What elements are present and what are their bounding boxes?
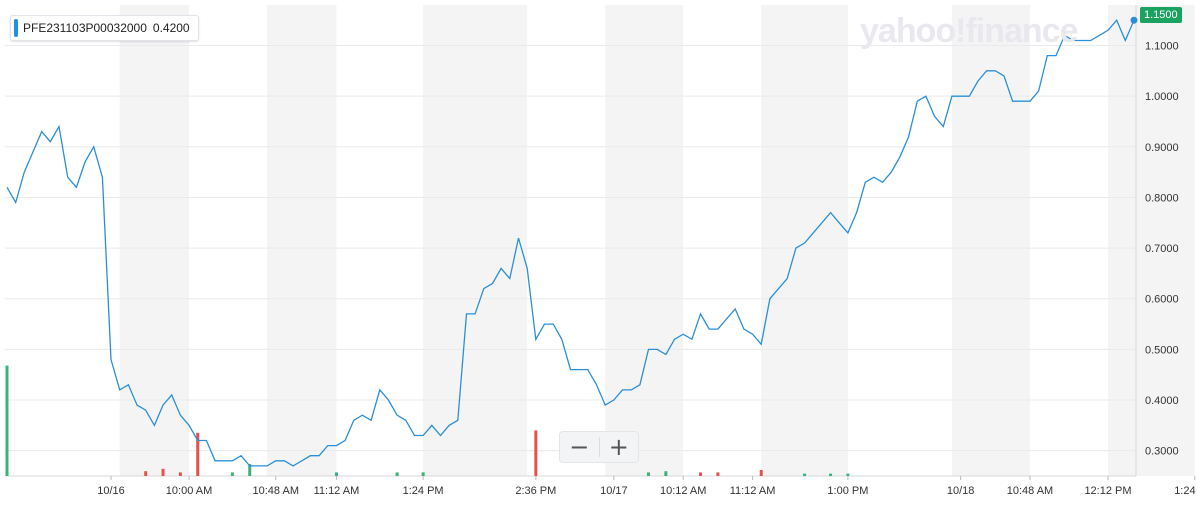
volume-bar: [829, 473, 833, 476]
x-tick-label: 10/16: [97, 485, 125, 497]
volume-bar: [178, 472, 182, 476]
volume-bar: [647, 472, 651, 476]
legend-value: 0.4200: [152, 21, 190, 35]
session-band: [423, 5, 528, 476]
x-tick-label: 10/17: [600, 485, 628, 497]
volume-bar: [803, 473, 807, 476]
volume-bar: [230, 472, 234, 476]
legend-symbol: PFE231103P00032000: [23, 21, 147, 35]
session-band: [267, 5, 337, 476]
x-tick-label: 10:12 AM: [660, 485, 706, 497]
legend-ticker[interactable]: PFE231103P00032000 0.4200: [10, 15, 199, 41]
volume-bar: [664, 471, 668, 476]
volume-bar: [716, 472, 720, 476]
volume-bar: [534, 430, 538, 476]
session-band: [119, 5, 190, 476]
zoom-out-button[interactable]: −: [560, 432, 599, 462]
y-tick-label: 0.3000: [1145, 446, 1179, 458]
session-band: [605, 5, 684, 476]
price-line: [6, 18, 1135, 467]
zoom-divider: [598, 437, 600, 457]
x-tick-label: 2:36 PM: [515, 485, 556, 497]
volume-bar: [196, 432, 200, 476]
y-tick-label: 1.0000: [1145, 91, 1179, 103]
x-tick-label: 11:12 AM: [314, 485, 360, 497]
volume-bar: [846, 473, 850, 476]
x-tick-label: 1:24 PM: [403, 485, 444, 497]
y-tick-label: 0.9000: [1145, 142, 1179, 154]
volume-bar: [144, 471, 148, 476]
volume-bar: [334, 472, 338, 476]
y-tick-label: 0.7000: [1145, 243, 1179, 255]
volume-bar: [421, 472, 425, 476]
volume-bar: [5, 365, 9, 476]
x-tick-label: 10:48 AM: [1007, 485, 1053, 497]
session-band: [951, 5, 1030, 476]
zoom-controls: − +: [559, 431, 639, 463]
volume-bar: [699, 472, 703, 476]
x-tick-label: 1:00 PM: [827, 485, 868, 497]
x-tick-label: 10/18: [947, 485, 975, 497]
session-band: [1107, 5, 1195, 476]
x-tick-label: 10:00 AM: [166, 485, 212, 497]
y-tick-label: 0.8000: [1145, 192, 1179, 204]
x-tick-label: 11:12 AM: [730, 485, 776, 497]
x-tick-label: 12:12 PM: [1084, 485, 1131, 497]
zoom-in-button[interactable]: +: [600, 432, 639, 462]
x-tick-label: 10:48 AM: [253, 485, 299, 497]
current-price-tag: 1.1500: [1140, 7, 1182, 23]
volume-bar: [248, 464, 252, 476]
y-tick-label: 0.5000: [1145, 344, 1179, 356]
yahoo-finance-logo: yahoo!finance: [860, 12, 1078, 50]
volume-bar: [161, 468, 165, 476]
volume-bar: [759, 470, 763, 476]
y-tick-label: 0.4000: [1145, 395, 1179, 407]
y-tick-label: 0.6000: [1145, 294, 1179, 306]
x-tick-label: 1:24 PM: [1174, 485, 1197, 497]
y-tick-label: 1.1000: [1145, 41, 1179, 53]
session-band: [761, 5, 848, 476]
series-color-marker: [14, 19, 18, 37]
last-price-dot: [1130, 16, 1138, 24]
volume-bar: [395, 472, 399, 476]
